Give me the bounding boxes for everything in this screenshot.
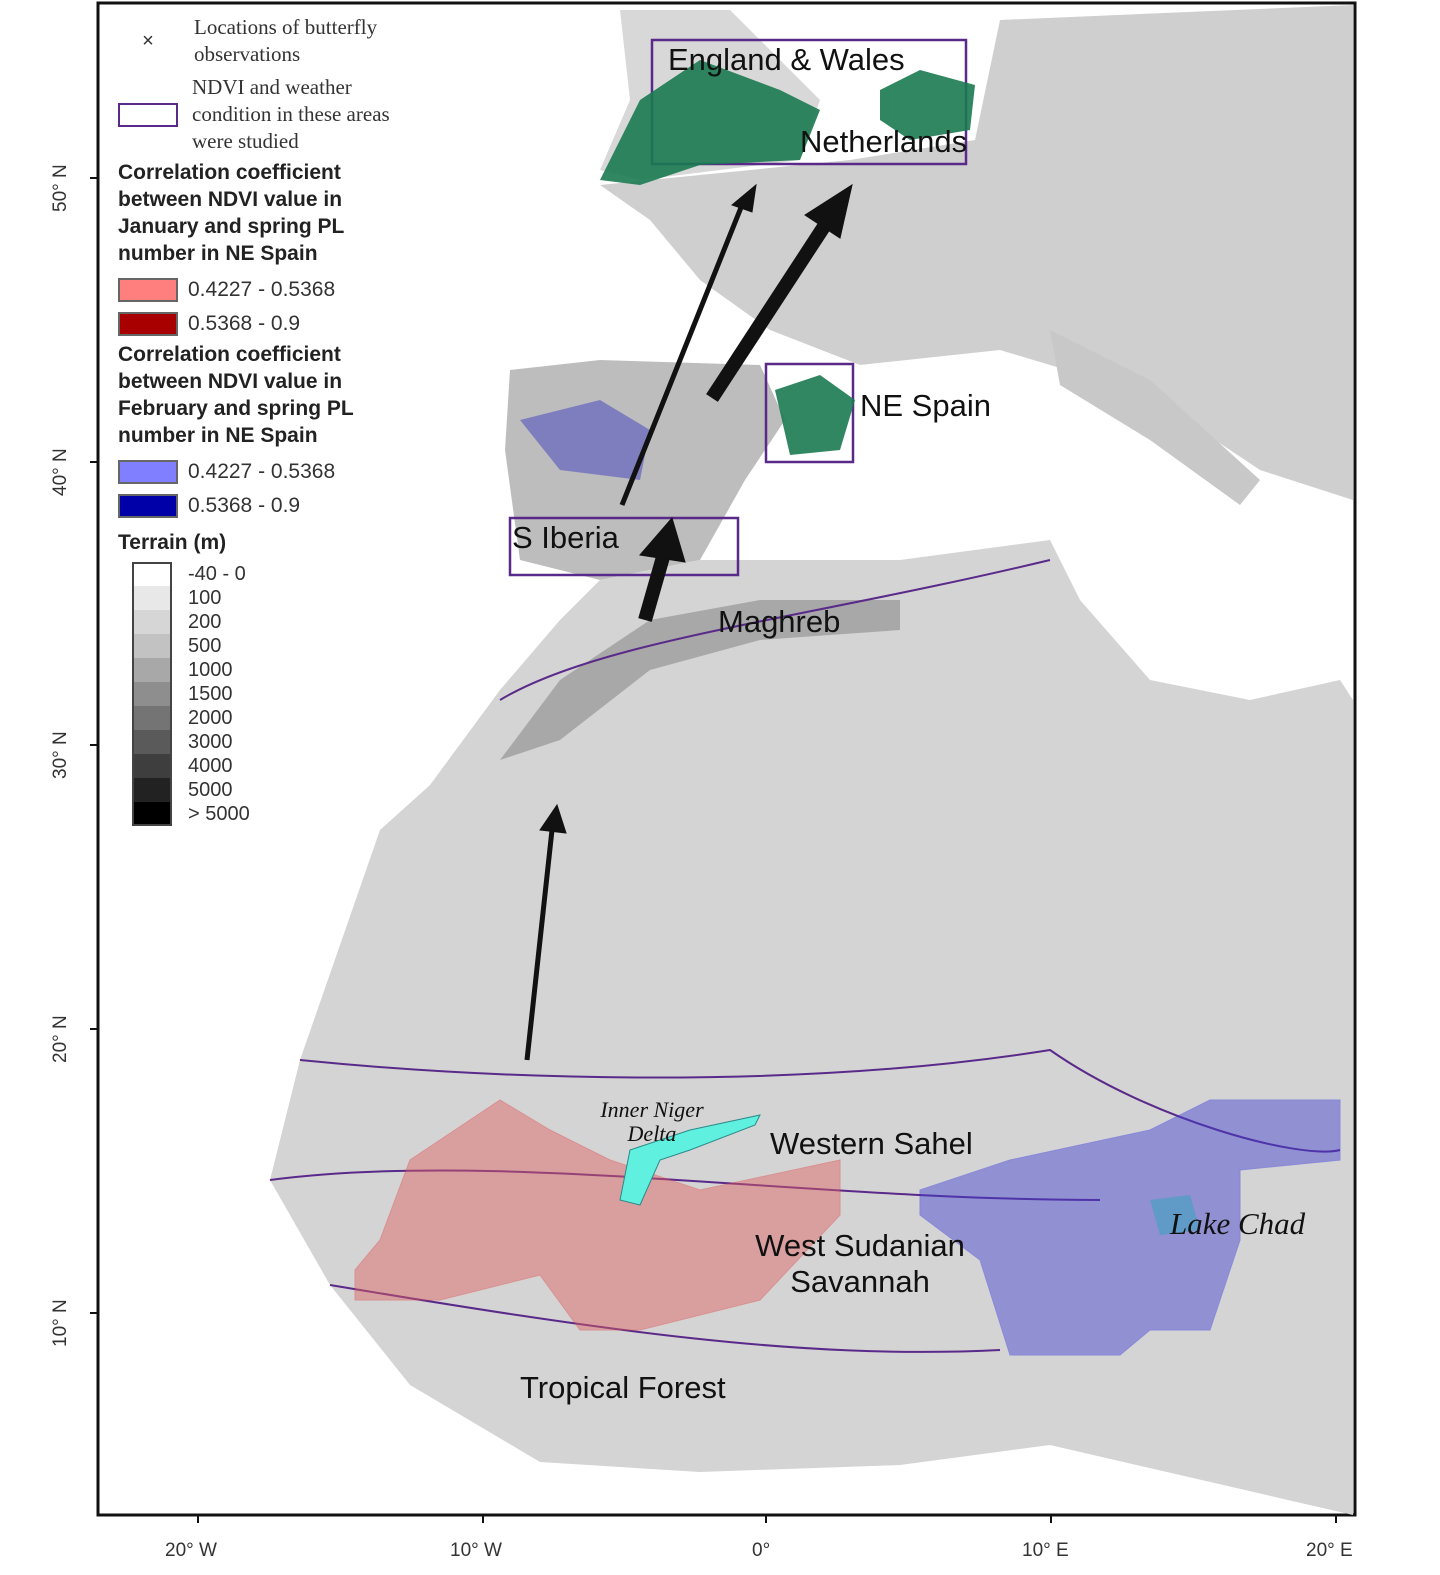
- lon-tick: 20° W: [165, 1540, 217, 1561]
- arrow-head: [804, 183, 853, 239]
- lon-tick: 10° W: [450, 1540, 502, 1561]
- blue-correlation-area: [919, 1099, 1341, 1356]
- lon-tick: 0°: [752, 1540, 771, 1561]
- label-s-iberia: S Iberia: [512, 520, 619, 555]
- savannah-boundary: [269, 1169, 1101, 1201]
- terrain-class: 5000: [132, 778, 438, 802]
- arrow-head: [539, 803, 567, 834]
- terrain-value: 2000: [188, 706, 233, 729]
- terrain-swatch: [132, 562, 172, 586]
- terrain-class: 100: [132, 586, 438, 610]
- lat-tick: 30° N: [50, 731, 71, 779]
- terrain-class: 2000: [132, 706, 438, 730]
- label-maghreb: Maghreb: [718, 604, 841, 639]
- legend-observations: × Locations of butterfly observations: [118, 14, 438, 68]
- legend: × Locations of butterfly observations ND…: [118, 14, 438, 826]
- arrow-head: [639, 516, 686, 563]
- terrain-swatch: [132, 730, 172, 754]
- legend-february-title: Correlation coefficient between NDVI val…: [118, 343, 354, 447]
- europe-land: [600, 5, 1353, 500]
- legend-january-title: Correlation coefficient between NDVI val…: [118, 161, 345, 265]
- arrow-maghreb-to-iberia: [638, 548, 672, 622]
- lat-tick: 50° N: [50, 164, 71, 212]
- terrain-swatch: [132, 682, 172, 706]
- terrain-swatch: [132, 610, 172, 634]
- terrain-scale: -40 - 0 100 200 500 1000 1500 2000 3000 4000 5000…: [132, 562, 438, 826]
- england-observations: [600, 60, 820, 185]
- iberia-land: [505, 360, 785, 580]
- red-correlation-area: [354, 1099, 841, 1331]
- terrain-swatch: [132, 706, 172, 730]
- legend-class: 0.5368 - 0.9: [118, 489, 438, 523]
- legend-class: 0.5368 - 0.9: [118, 307, 438, 341]
- terrain-value: 200: [188, 610, 222, 633]
- terrain-class: 1500: [132, 682, 438, 706]
- ne-spain-box: [764, 362, 855, 464]
- axis-ticks: [90, 177, 1337, 1523]
- terrain-swatch: [132, 586, 172, 610]
- lat-tick: 40° N: [50, 448, 71, 496]
- observations-layer: [600, 60, 975, 455]
- terrain-class: > 5000: [132, 802, 438, 826]
- terrain-value: 4000: [188, 754, 233, 777]
- legend-class: 0.4227 - 0.5368: [118, 273, 438, 307]
- africa-land: [270, 540, 1353, 1515]
- label-tropical-forest: Tropical Forest: [520, 1370, 726, 1405]
- lon-tick: 10° E: [1022, 1540, 1069, 1561]
- lat-tick: 10° N: [50, 1299, 71, 1347]
- terrain-swatch: [132, 634, 172, 658]
- inner-niger-delta: [619, 1114, 761, 1206]
- terrain-swatch: [132, 658, 172, 682]
- terrain-class: 1000: [132, 658, 438, 682]
- correlation-areas: [354, 400, 1341, 1356]
- arrow-sahel-to-maghreb: [524, 829, 555, 1061]
- netherlands-observations: [880, 70, 975, 140]
- legend-study-areas: NDVI and weather condition in these area…: [118, 74, 438, 155]
- label-lake-chad: Lake Chad: [1170, 1206, 1306, 1241]
- maghreb-boundary: [499, 559, 1051, 701]
- terrain-class: 200: [132, 610, 438, 634]
- atlas-mountains: [500, 600, 900, 760]
- terrain-value: -40 - 0: [188, 562, 246, 585]
- forest-boundary: [329, 1284, 1001, 1353]
- italy-land: [1050, 330, 1260, 505]
- lat-tick: 20° N: [50, 1015, 71, 1063]
- cross-icon: ×: [142, 29, 154, 52]
- label-west-sudanian-savannah: West Sudanian Savannah: [755, 1228, 965, 1299]
- terrain-value: 500: [188, 634, 222, 657]
- terrain-class: 4000: [132, 754, 438, 778]
- terrain-swatch: [132, 778, 172, 802]
- sahel-boundary: [299, 1048, 1341, 1153]
- migration-arrows: [524, 183, 853, 1061]
- blue-iberia-dots: [520, 400, 650, 480]
- terrain-class: -40 - 0: [132, 562, 438, 586]
- legend-terrain-title: Terrain (m): [118, 531, 227, 554]
- terrain-value: > 5000: [188, 802, 250, 825]
- terrain-value: 3000: [188, 730, 233, 753]
- label-inner-niger-delta: Inner Niger Delta: [600, 1097, 704, 1146]
- land: [270, 5, 1353, 1515]
- label-england-wales: England & Wales: [668, 42, 905, 77]
- legend-class: 0.4227 - 0.5368: [118, 455, 438, 489]
- lake-chad: [1150, 1195, 1200, 1235]
- arrow-head: [731, 183, 757, 213]
- terrain-value: 1500: [188, 682, 233, 705]
- terrain-class: 3000: [132, 730, 438, 754]
- terrain-value: 5000: [188, 778, 233, 801]
- label-netherlands: Netherlands: [800, 124, 968, 159]
- label-western-sahel: Western Sahel: [770, 1126, 973, 1161]
- terrain-value: 1000: [188, 658, 233, 681]
- s-iberia-box: [508, 516, 740, 577]
- terrain-class: 500: [132, 634, 438, 658]
- arrow-spain-to-netherlands: [706, 221, 831, 402]
- terrain-value: 100: [188, 586, 222, 609]
- arrow-iberia-to-england: [619, 204, 745, 506]
- label-ne-spain: NE Spain: [860, 388, 991, 423]
- terrain-swatch: [132, 754, 172, 778]
- terrain-swatch: [132, 802, 172, 826]
- lon-tick: 20° E: [1306, 1540, 1353, 1561]
- study-area-swatch: [118, 102, 178, 127]
- ne-spain-observations: [775, 375, 855, 455]
